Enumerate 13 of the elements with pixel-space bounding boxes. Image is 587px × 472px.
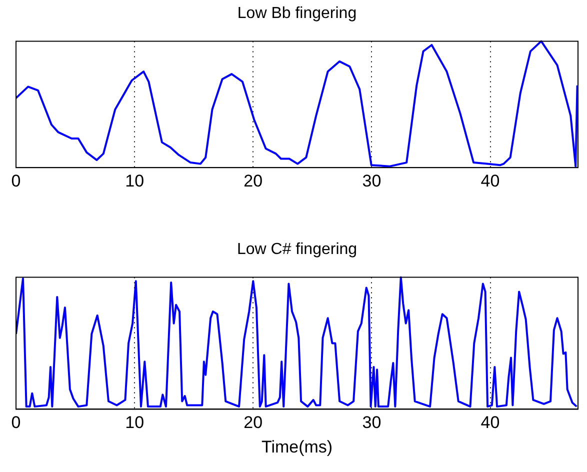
chart-title: Low C# fingering [236,241,358,258]
x-tick-label: 30 [362,171,382,190]
x-tick-label: 40 [480,171,500,190]
x-axis-title: Time(ms) [261,437,333,456]
x-tick-label: 30 [362,413,382,432]
x-tick-label: 0 [11,413,21,432]
x-tick-label: 0 [11,171,21,190]
x-tick-label: 10 [125,171,144,190]
x-tick-label: 40 [480,413,500,432]
x-tick-label: 20 [244,171,263,190]
x-tick-label: 10 [125,413,144,432]
x-tick-label: 20 [244,413,263,432]
chart-title: Low Bb fingering [237,5,357,22]
